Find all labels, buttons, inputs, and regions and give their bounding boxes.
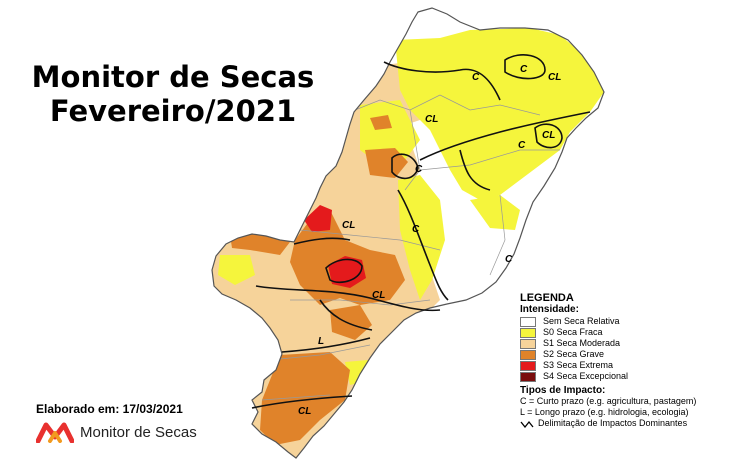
legend-item-label: S1 Seca Moderada bbox=[543, 338, 621, 348]
map-legend: LEGENDA Intensidade: Sem Seca Relativa S… bbox=[520, 292, 745, 429]
legend-item: S2 Seca Grave bbox=[520, 349, 745, 360]
legend-item-label: S0 Seca Fraca bbox=[543, 327, 603, 337]
area-s0-north-central bbox=[360, 100, 420, 165]
area-s2-north-spot bbox=[370, 115, 392, 130]
area-s2-south bbox=[260, 352, 350, 445]
legend-item-label: S2 Seca Grave bbox=[543, 349, 605, 359]
legend-impact-title: Tipos de Impacto: bbox=[520, 385, 606, 396]
area-s2-southeast-spot bbox=[330, 305, 372, 340]
title-line-1: Monitor de Secas bbox=[31, 60, 315, 94]
legend-item-label: S3 Seca Extrema bbox=[543, 360, 614, 370]
legend-title: LEGENDA bbox=[520, 292, 574, 304]
impact-label-9: CL bbox=[342, 220, 355, 231]
legend-delimitation-label: Delimitação de Impactos Dominantes bbox=[538, 418, 688, 428]
impact-label-6: C bbox=[415, 164, 423, 175]
brand-name: Monitor de Secas bbox=[80, 423, 197, 441]
impact-label-1: CL bbox=[425, 114, 438, 125]
legend-swatch bbox=[520, 327, 536, 338]
map-title: Monitor de Secas Fevereiro/2021 bbox=[28, 60, 318, 128]
impact-label-10: CL bbox=[372, 290, 385, 301]
monitor-de-secas-logo-icon bbox=[36, 422, 74, 443]
impact-delimitation-lines bbox=[251, 54, 591, 409]
legend-item-label: Sem Seca Relativa bbox=[543, 316, 620, 326]
delimitation-line-icon bbox=[520, 420, 534, 428]
legend-swatch bbox=[520, 371, 536, 382]
impact-label-7: C bbox=[412, 224, 420, 235]
legend-swatch bbox=[520, 349, 536, 360]
area-s0-acre bbox=[218, 255, 255, 285]
legend-item: S0 Seca Fraca bbox=[520, 327, 745, 338]
area-s2-north bbox=[365, 148, 408, 178]
legend-swatch bbox=[520, 338, 536, 349]
impact-label-2: C bbox=[472, 72, 480, 83]
legend-impact-short: C = Curto prazo (e.g. agricultura, pasta… bbox=[520, 396, 697, 406]
impact-label-5: C bbox=[518, 140, 526, 151]
impact-label-4: CL bbox=[548, 72, 561, 83]
legend-delimitation: Delimitação de Impactos Dominantes bbox=[520, 418, 745, 429]
area-s0-bahia bbox=[470, 195, 520, 230]
impact-label-11: L bbox=[318, 336, 324, 347]
legend-swatch bbox=[520, 360, 536, 371]
legend-item: S1 Seca Moderada bbox=[520, 338, 745, 349]
legend-item-label: S4 Seca Excepcional bbox=[543, 371, 629, 381]
brand-logo: Monitor de Secas bbox=[36, 420, 197, 444]
elaborated-date: Elaborado em: 17/03/2021 bbox=[36, 402, 183, 416]
state-boundaries bbox=[261, 94, 560, 401]
impact-label-3: CL bbox=[542, 130, 555, 141]
area-s0-central-east bbox=[398, 175, 445, 300]
legend-impact-long: L = Longo prazo (e.g. hidrologia, ecolog… bbox=[520, 407, 689, 417]
area-s3-mato-grosso bbox=[304, 205, 332, 232]
legend-item: S4 Seca Excepcional bbox=[520, 371, 745, 382]
area-s3-goias bbox=[328, 256, 366, 288]
impact-label-0: C bbox=[520, 64, 528, 75]
legend-item: S3 Seca Extrema bbox=[520, 360, 745, 371]
title-line-2: Fevereiro/2021 bbox=[49, 94, 297, 128]
legend-swatch bbox=[520, 316, 536, 327]
legend-intensity-label: Intensidade: bbox=[520, 304, 579, 315]
impact-label-12: CL bbox=[298, 406, 311, 417]
impact-label-8: C bbox=[505, 254, 513, 265]
legend-item: Sem Seca Relativa bbox=[520, 316, 745, 327]
